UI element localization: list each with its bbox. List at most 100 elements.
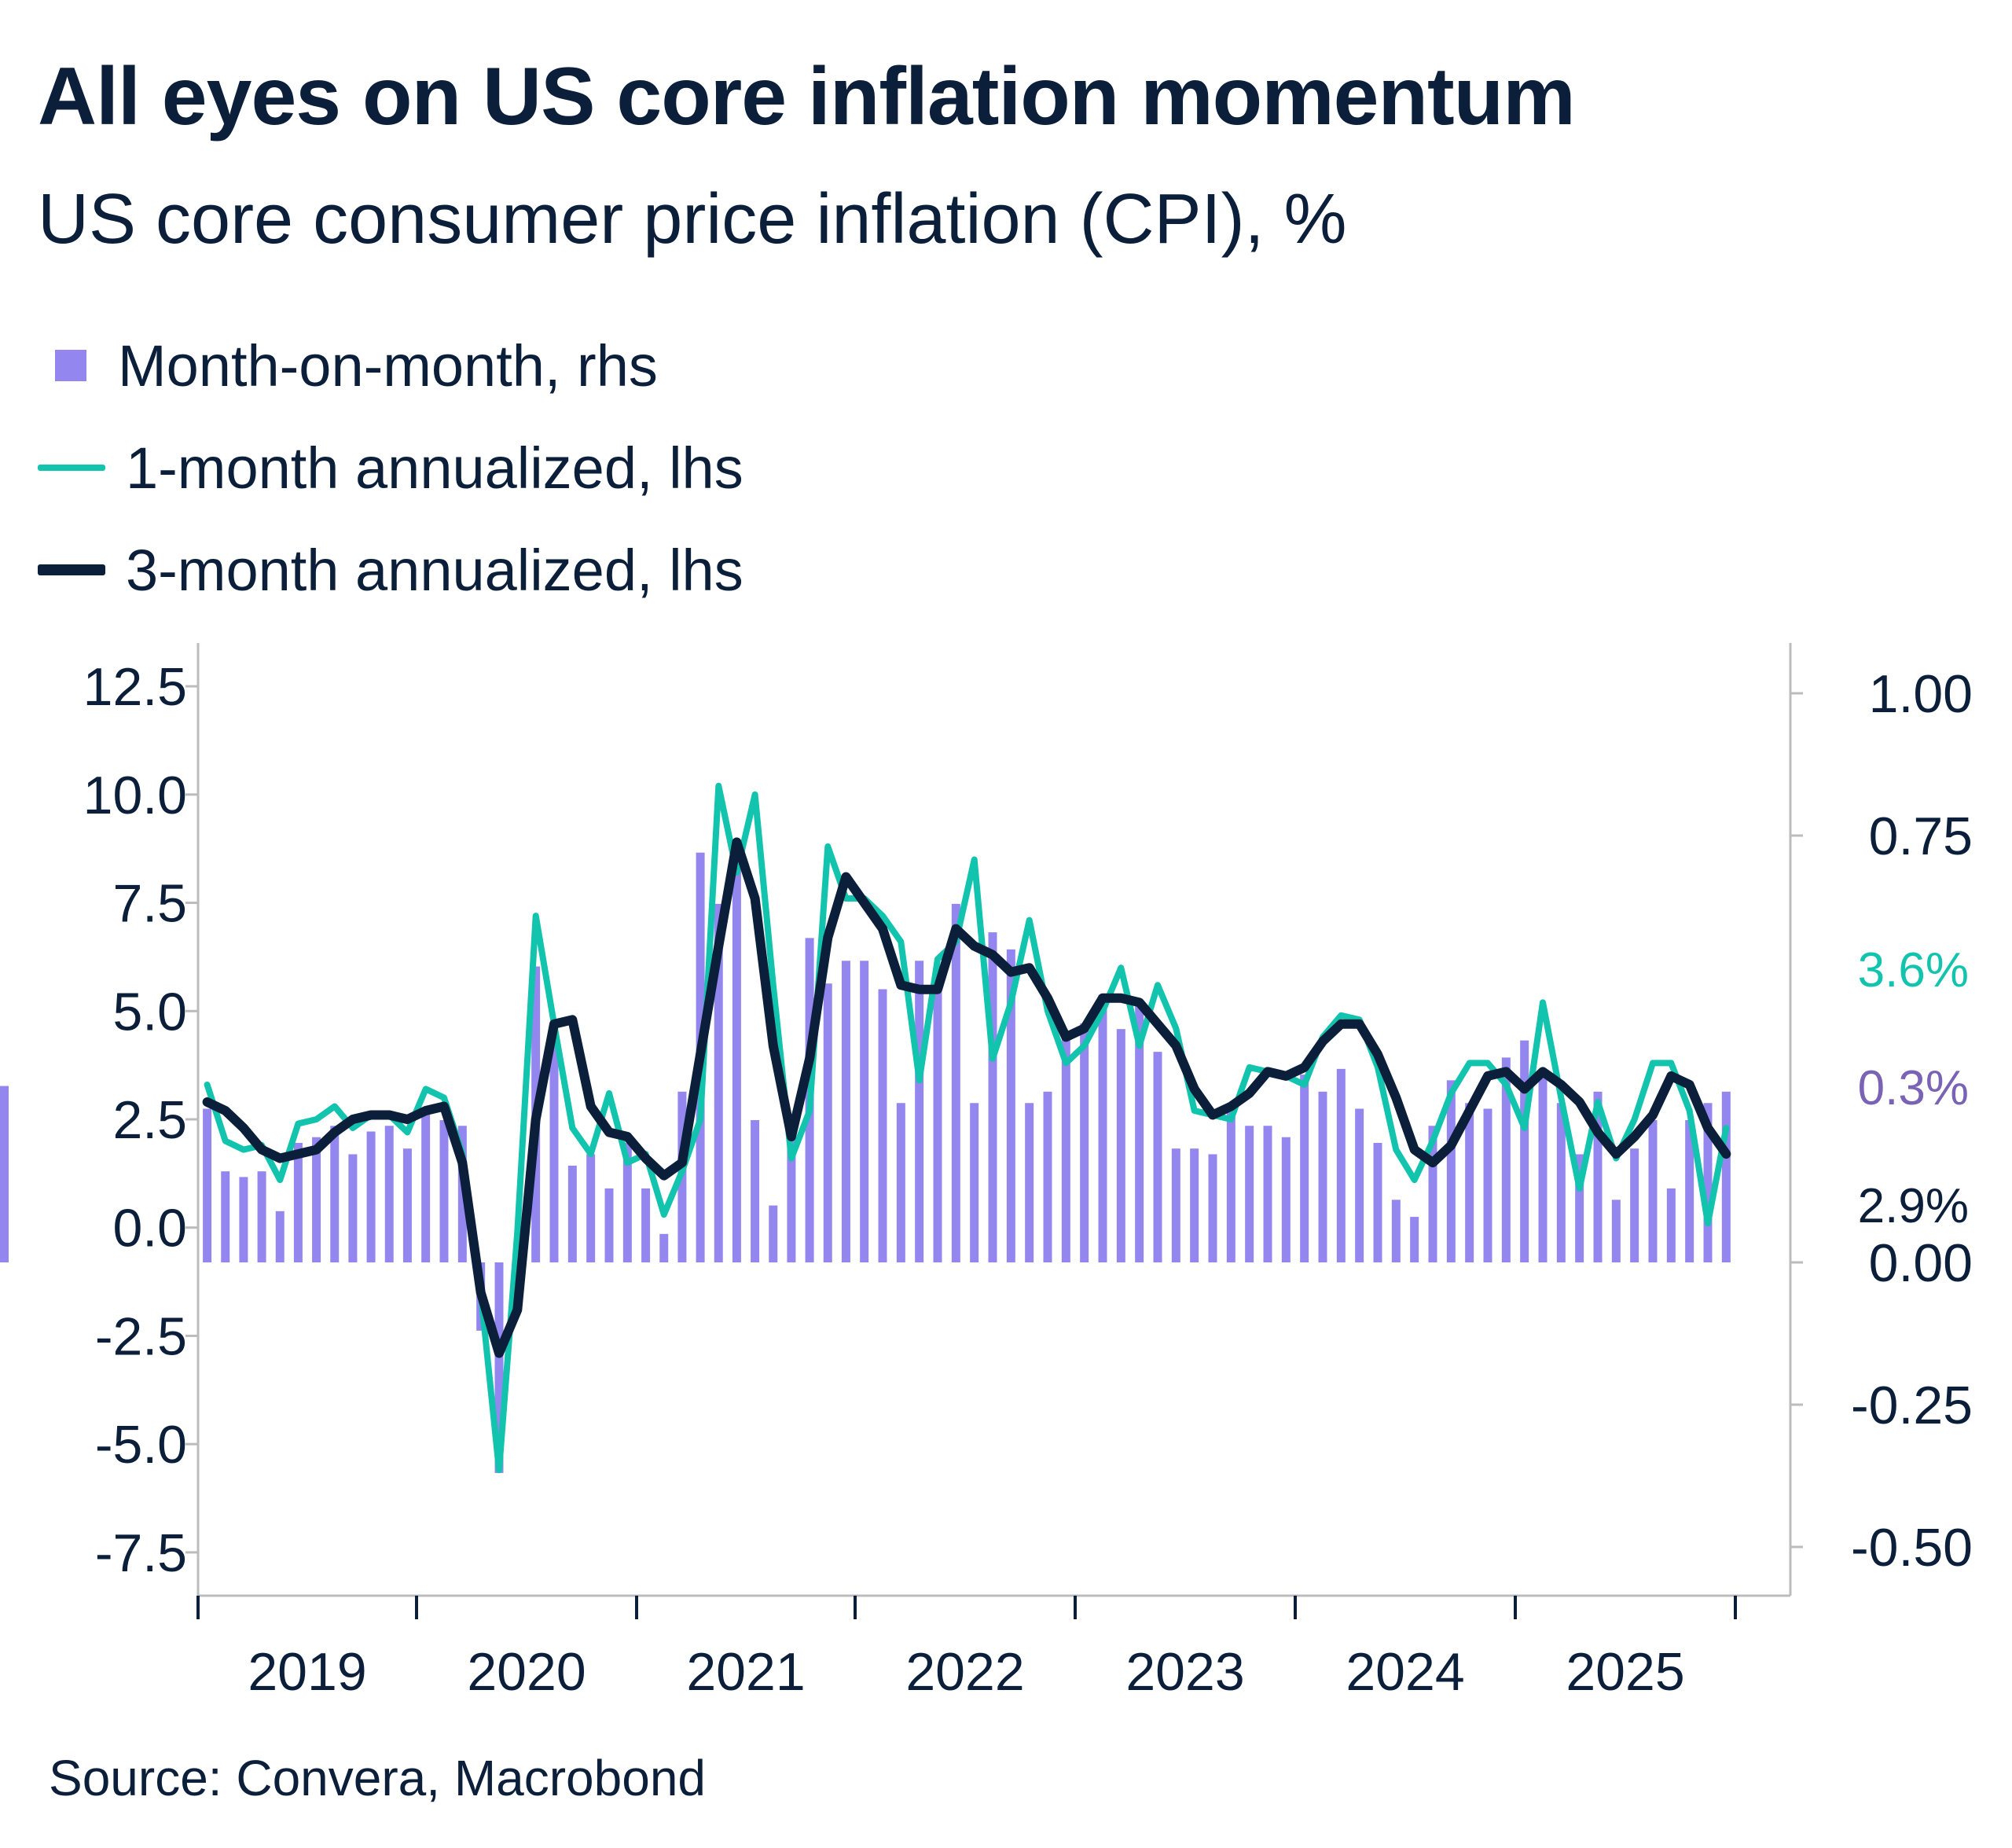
mom-bar: [239, 1177, 248, 1262]
mom-bar: [330, 1126, 340, 1262]
mom-bar: [970, 1103, 979, 1262]
mom-bar: [1153, 1052, 1162, 1262]
mom-bar: [915, 961, 924, 1262]
x-tick-label: 2022: [905, 1642, 1024, 1702]
mom-bar: [1410, 1217, 1419, 1262]
legend: Month-on-month, rhs 1-month annualized, …: [38, 314, 743, 621]
mom-bar: [1190, 1148, 1199, 1262]
mom-bar: [1208, 1154, 1217, 1262]
legend-item-3m: 3-month annualized, lhs: [38, 519, 743, 621]
chart-title: All eyes on US core inflation momentum: [38, 51, 1576, 142]
mom-bar: [1080, 1023, 1089, 1262]
mom-bar: [348, 1154, 358, 1262]
mom-bar: [951, 903, 960, 1262]
legend-label-1m: 1-month annualized, lhs: [126, 435, 743, 501]
mom-bar: [221, 1171, 230, 1262]
mom-bar: [860, 961, 869, 1262]
mom-bar: [732, 858, 741, 1262]
mom-bar: [384, 1126, 394, 1262]
mom-bar: [494, 1262, 504, 1473]
mom-bar: [1281, 1137, 1291, 1262]
mom-bar: [622, 1142, 632, 1262]
mom-bar: [896, 1103, 905, 1262]
mom-bar: [1630, 1148, 1639, 1262]
x-tick-label: 2021: [686, 1642, 805, 1702]
legend-item-1m: 1-month annualized, lhs: [38, 417, 743, 519]
x-tick-label: 2025: [1566, 1642, 1684, 1702]
mom-bar: [1428, 1126, 1437, 1262]
right-tick-label: -0.25: [1851, 1376, 1973, 1435]
end-value-label: 2.9%: [1858, 1179, 1969, 1233]
mom-bar: [823, 983, 832, 1262]
mom-bar: [1593, 1091, 1603, 1262]
teal-line-swatch-icon: [38, 465, 105, 471]
line-1m-annualized: [204, 782, 1730, 1474]
right-tick-label: 1.00: [1869, 664, 1973, 724]
mom-bar: [1171, 1148, 1180, 1262]
right-tick-label: -0.50: [1851, 1518, 1973, 1578]
mom-bar: [1245, 1126, 1254, 1262]
navy-line-swatch-icon: [38, 564, 105, 575]
mom-bar: [1611, 1200, 1621, 1262]
left-tick-label: 0.0: [112, 1199, 187, 1258]
legend-label-mom: Month-on-month, rhs: [118, 332, 658, 399]
mom-bar: [1703, 1103, 1713, 1262]
mom-bar: [439, 1120, 449, 1262]
mom-bar: [1391, 1200, 1401, 1262]
mom-bar: [1465, 1103, 1474, 1262]
mom-bar: [1575, 1154, 1584, 1262]
mom-bar: [751, 1120, 760, 1262]
mom-bar: [0, 1091, 9, 1262]
x-tick-label: 2024: [1346, 1642, 1464, 1702]
right-tick-label: 0.75: [1869, 806, 1973, 866]
chart-subtitle: US core consumer price inflation (CPI), …: [38, 180, 1347, 259]
square-swatch-icon: [55, 350, 86, 381]
mom-bar: [1318, 1091, 1327, 1262]
mom-bar: [1483, 1108, 1492, 1262]
left-tick-label: 12.5: [83, 657, 187, 717]
mom-bar: [1098, 994, 1107, 1262]
mom-bar: [1025, 1103, 1034, 1262]
mom-bar: [1538, 1068, 1548, 1262]
left-tick-label: -5.0: [95, 1415, 187, 1475]
line-3m-annualized: [202, 837, 1731, 1358]
mom-bar: [366, 1131, 376, 1262]
mom-bar: [604, 1188, 614, 1262]
x-tick-label: 2023: [1125, 1642, 1244, 1702]
left-tick-label: -7.5: [95, 1523, 187, 1583]
mom-bar: [841, 961, 850, 1262]
mom-bar: [1226, 1108, 1235, 1262]
legend-label-3m: 3-month annualized, lhs: [126, 537, 743, 603]
x-tick-label: 2020: [467, 1642, 586, 1702]
mom-bar: [1043, 1091, 1052, 1262]
mom-bar: [1446, 1080, 1456, 1262]
mom-bar: [714, 903, 723, 1262]
mom-bar: [1300, 1075, 1309, 1262]
mom-bar: [1556, 1103, 1566, 1262]
mom-bar: [567, 1165, 577, 1262]
mom-bar: [203, 1108, 212, 1262]
mom-bar: [402, 1148, 412, 1262]
mom-bar: [586, 1154, 596, 1262]
mom-bar: [1373, 1142, 1382, 1262]
left-tick-label: -2.5: [95, 1306, 187, 1366]
legend-item-mom: Month-on-month, rhs: [38, 314, 743, 417]
mom-bar: [257, 1171, 266, 1262]
mom-bar: [641, 1188, 651, 1262]
source-note: Source: Convera, Macrobond: [49, 1750, 706, 1806]
mom-bar: [1336, 1068, 1346, 1262]
mom-bar: [1006, 949, 1015, 1262]
mom-bar: [549, 1045, 559, 1262]
left-tick-label: 10.0: [83, 766, 187, 825]
mom-bar: [769, 1205, 778, 1262]
mom-bar: [1721, 1091, 1731, 1262]
mom-bar: [787, 1131, 796, 1262]
end-value-label: 0.3%: [1858, 1061, 1969, 1115]
mom-bar: [1135, 1006, 1144, 1262]
mom-bar: [1061, 1034, 1070, 1262]
mom-bar: [1116, 1029, 1125, 1262]
left-tick-label: 5.0: [112, 982, 187, 1042]
mom-bar: [988, 932, 997, 1262]
mom-bar: [659, 1233, 669, 1262]
